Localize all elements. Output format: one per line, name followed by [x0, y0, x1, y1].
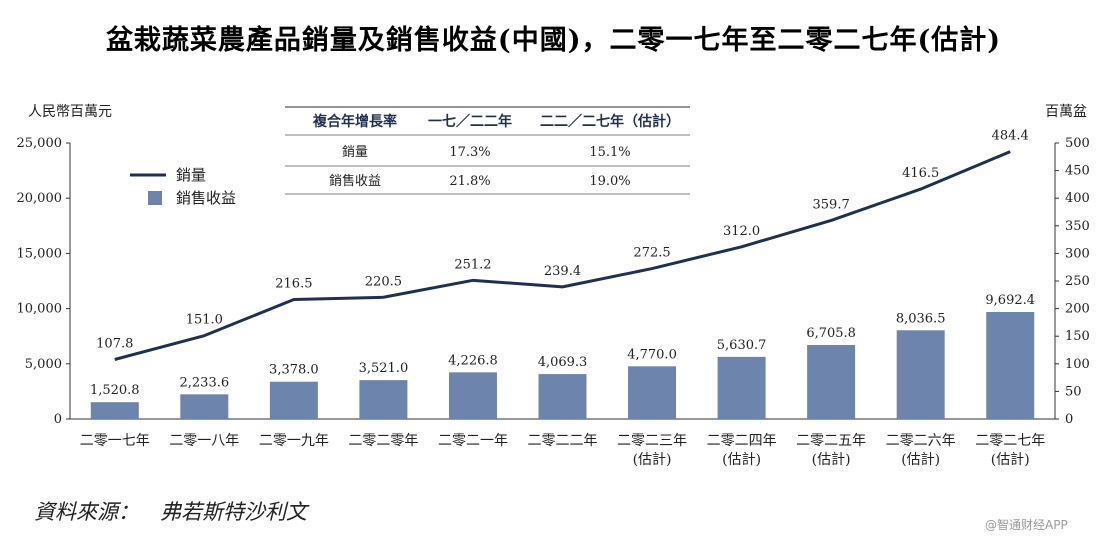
table-cell: 銷量 — [342, 144, 368, 160]
bar-data-label: 8,036.5 — [896, 311, 946, 326]
bar-sales-revenue — [359, 380, 408, 419]
bar-sales-revenue — [269, 381, 318, 419]
right-axis-unit: 百萬盆 — [1045, 104, 1087, 120]
line-data-label: 220.5 — [365, 274, 402, 289]
table-cell: 15.1% — [589, 145, 630, 160]
line-data-label: 312.0 — [723, 224, 760, 239]
category-label: 二零二四年 — [707, 433, 777, 449]
bar-sales-revenue — [448, 372, 497, 419]
bar-data-label: 4,226.8 — [448, 353, 498, 368]
left-tick-label: 0 — [54, 412, 62, 427]
data-labels: 1,520.8 2,233.6 3,378.0 3,521.0 4,226.8 4,069… — [90, 129, 1035, 399]
category-label: 二零一八年 — [169, 433, 239, 449]
bar-sales-revenue — [717, 356, 766, 419]
category-label: 二零二一年 — [438, 433, 508, 449]
bar-sales-revenue — [538, 374, 587, 419]
category-label: 二零二五年 — [796, 433, 866, 449]
line-data-label: 272.5 — [633, 246, 670, 261]
bar-data-label: 3,521.0 — [359, 361, 409, 376]
category-label: 二零二零年 — [348, 433, 418, 449]
bar-data-label: 1,520.8 — [90, 383, 140, 398]
table-cell: 19.0% — [589, 174, 630, 189]
table-cell: 17.3% — [449, 145, 490, 160]
bar-sales-revenue — [180, 394, 229, 419]
category-label: 二零一七年 — [80, 433, 150, 449]
line-data-label: 216.5 — [275, 276, 312, 291]
category-label: 二零一九年 — [259, 433, 329, 449]
line-data-label: 151.0 — [186, 313, 223, 328]
category-label: (估計) — [901, 452, 940, 468]
right-tick-label: 200 — [1065, 302, 1090, 317]
table-header-cell: 一七／二二年 — [428, 113, 512, 130]
right-tick-label: 300 — [1065, 246, 1090, 261]
source-note: 資料來源： 弗若斯特沙利文 — [34, 500, 307, 524]
table-header-cell: 複合年增長率 — [312, 113, 397, 130]
right-tick-label: 0 — [1065, 412, 1073, 427]
bar-data-label: 6,705.8 — [806, 326, 856, 341]
category-label: (估計) — [633, 452, 672, 468]
bar-data-label: 9,692.4 — [985, 293, 1035, 308]
bar-sales-revenue — [896, 330, 945, 419]
left-tick-label: 10,000 — [17, 302, 63, 317]
left-tick-label: 5,000 — [25, 357, 62, 372]
table-header-cell: 二二／二七年（估計） — [540, 113, 680, 130]
left-tick-label: 15,000 — [17, 246, 63, 261]
cagr-table: 複合年增長率 一七／二二年 二二／二七年（估計） 銷量 17.3% 15.1% 銷售收益 21… — [285, 106, 690, 195]
category-label: (估計) — [722, 452, 761, 468]
left-tick-label: 25,000 — [17, 136, 63, 151]
category-label: 二零二二年 — [528, 433, 598, 449]
line-data-label: 359.7 — [813, 197, 850, 212]
legend-bar-swatch — [148, 191, 162, 205]
watermark: @智通财经APP — [985, 518, 1068, 532]
bar-sales-revenue — [807, 344, 856, 419]
line-data-label: 484.4 — [992, 129, 1029, 144]
right-tick-label: 350 — [1065, 219, 1090, 234]
bar-sales-revenue — [628, 366, 677, 419]
bar-data-label: 4,770.0 — [627, 347, 677, 362]
category-label: (估計) — [991, 452, 1030, 468]
left-tick-label: 20,000 — [17, 191, 63, 206]
right-tick-label: 450 — [1065, 164, 1090, 179]
legend-label-revenue: 銷售收益 — [176, 189, 236, 207]
bar-data-label: 4,069.3 — [538, 355, 588, 370]
table-cell: 銷售收益 — [329, 173, 381, 189]
table-cell: 21.8% — [449, 174, 490, 189]
category-label: 二零二七年 — [975, 433, 1045, 449]
right-tick-label: 150 — [1065, 329, 1090, 344]
line-data-label: 239.4 — [544, 264, 581, 279]
line-series — [114, 150, 1011, 361]
chart-title: 盆栽蔬菜農產品銷量及銷售收益(中國)，二零一七年至二零二七年(估計) — [105, 25, 1002, 56]
bar-sales-revenue — [90, 402, 139, 419]
bar-data-label: 3,378.0 — [269, 363, 319, 378]
right-tick-label: 400 — [1065, 191, 1090, 206]
line-sales-volume — [114, 150, 1011, 361]
right-tick-label: 500 — [1065, 136, 1090, 151]
bars — [90, 311, 1035, 419]
bar-sales-revenue — [986, 311, 1035, 419]
bar-data-label: 2,233.6 — [180, 375, 230, 390]
category-labels: 二零一七年 二零一八年 二零一九年 二零二零年 二零二一年 二零二二年 二零二三年 (估計) 二… — [80, 433, 1045, 468]
line-data-label: 416.5 — [902, 166, 939, 181]
legend-label-volume: 銷量 — [176, 166, 206, 184]
line-data-label: 107.8 — [96, 336, 133, 351]
right-tick-label: 100 — [1065, 357, 1090, 372]
line-data-label: 251.2 — [454, 257, 491, 272]
category-label: (估計) — [812, 452, 851, 468]
bar-data-label: 5,630.7 — [717, 338, 767, 353]
right-tick-label: 50 — [1065, 384, 1082, 399]
right-tick-label: 250 — [1065, 274, 1090, 289]
category-label: 二零二六年 — [886, 433, 956, 449]
category-label: 二零二三年 — [617, 433, 687, 449]
left-axis-unit: 人民幣百萬元 — [28, 104, 112, 120]
